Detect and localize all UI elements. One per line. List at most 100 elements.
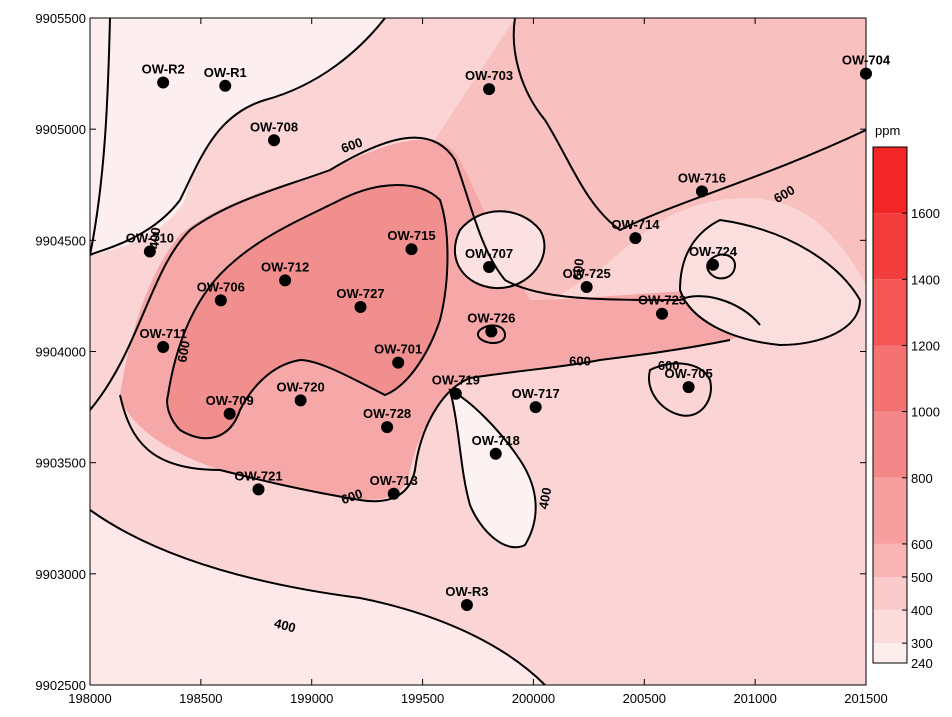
colorbar-tick-label: 1400 <box>911 272 940 287</box>
well-label: OW-701 <box>374 342 422 357</box>
well-label: OW-708 <box>250 119 298 134</box>
well-marker <box>656 307 669 320</box>
colorbar-tick-label: 300 <box>911 636 933 651</box>
well-marker <box>219 79 232 92</box>
y-tick-label: 9903500 <box>35 456 86 471</box>
well-marker <box>354 301 367 314</box>
colorbar-swatch <box>873 610 907 644</box>
well-label: OW-718 <box>472 433 520 448</box>
well-markers: OW-R2 OW-R1 OW-703 OW-704 OW-708 OW-716 OW-710… <box>126 53 891 611</box>
well-marker <box>580 281 593 294</box>
well-label: OW-704 <box>842 53 891 68</box>
contour-label: 600 <box>569 353 591 368</box>
well-marker <box>252 483 265 496</box>
well-label: OW-707 <box>465 246 513 261</box>
contour-line-layer <box>90 18 866 685</box>
well-marker <box>682 381 695 394</box>
x-tick-label: 199500 <box>401 691 444 706</box>
x-tick-label: 200000 <box>512 691 555 706</box>
well-label: OW-715 <box>387 228 435 243</box>
contour-label: 400 <box>146 227 163 250</box>
contour-label: 600 <box>339 486 365 508</box>
well-marker <box>392 356 405 369</box>
contour-label-group: 400 <box>146 227 163 250</box>
well-label: OW-723 <box>638 293 686 308</box>
well-label: OW-706 <box>197 279 245 294</box>
y-tick-label: 9904500 <box>35 233 86 248</box>
well-label: OW-720 <box>277 379 325 394</box>
well-label: OW-R2 <box>142 61 185 76</box>
colorbar-tick-label: 240 <box>911 656 933 671</box>
colorbar-unit: ppm <box>875 123 900 138</box>
colorbar-swatch <box>873 279 907 346</box>
well-label: OW-717 <box>512 386 560 401</box>
well-label: OW-713 <box>370 473 418 488</box>
contour-line <box>678 218 862 347</box>
well-marker <box>157 341 170 354</box>
contour-line <box>119 339 731 503</box>
colorbar-tick-label: 500 <box>911 570 933 585</box>
contour-line <box>706 253 737 280</box>
contour-label: 600 <box>570 258 587 281</box>
colorbar-swatch <box>873 477 907 544</box>
well-marker <box>223 407 236 420</box>
well-label: OW-703 <box>465 68 513 83</box>
colorbar-ticks: 240 300 400 500 600 800 1000 1200 1400 1600 <box>902 206 940 671</box>
contour-label-group: 400 <box>536 486 555 510</box>
y-tick-label: 9904000 <box>35 345 86 360</box>
y-tick-label: 9905000 <box>35 122 86 137</box>
well-marker <box>405 243 418 256</box>
x-tick-label: 198000 <box>68 691 111 706</box>
y-tick-label: 9905500 <box>35 11 86 26</box>
contour-label-group: 600 <box>658 358 680 373</box>
colorbar-frame <box>872 146 908 664</box>
zone-low-707 <box>454 211 545 289</box>
well-marker <box>529 401 542 414</box>
y-tick-label: 9903000 <box>35 567 86 582</box>
contour-line <box>90 136 761 411</box>
well-marker <box>707 258 720 271</box>
colorbar-swatch <box>873 577 907 611</box>
well-marker <box>143 245 156 258</box>
well-label: OW-712 <box>261 259 309 274</box>
well-label: OW-719 <box>432 373 480 388</box>
well-label: OW-721 <box>234 468 282 483</box>
contour-label-group: 600 <box>339 486 365 508</box>
well-label: OW-711 <box>139 326 186 341</box>
x-tick-label: 200500 <box>623 691 666 706</box>
well-marker <box>860 67 872 80</box>
well-marker <box>629 232 642 245</box>
contour-label: 400 <box>536 486 555 510</box>
well-label: OW-727 <box>336 286 384 301</box>
well-marker <box>381 421 394 434</box>
well-label: OW-709 <box>206 393 254 408</box>
x-tick-label: 201500 <box>844 691 887 706</box>
well-label: OW-724 <box>689 244 738 259</box>
y-axis-ticks: 9902500 9903000 9903500 9904000 9904500 99050… <box>35 11 866 693</box>
colorbar-tick-label: 400 <box>911 603 933 618</box>
contour-label: 400 <box>273 615 298 635</box>
well-marker <box>157 76 170 89</box>
contour-line <box>454 210 546 290</box>
well-marker <box>449 387 462 400</box>
well-label: OW-714 <box>611 217 660 232</box>
contour-label-group: 600 <box>174 340 193 364</box>
contour-label-group: 600 <box>569 353 591 368</box>
axes: 198000 198500 199000 199500 200000 200500 2010… <box>35 11 887 706</box>
colorbar-tick-label: 800 <box>911 471 933 486</box>
well-marker <box>483 83 496 96</box>
contour-line <box>512 18 866 232</box>
contour-line <box>648 362 712 417</box>
well-label: OW-725 <box>563 266 611 281</box>
x-axis-ticks: 198000 198500 199000 199500 200000 200500 2010… <box>68 18 888 706</box>
colorbar-tick-label: 1000 <box>911 405 940 420</box>
colorbar-swatch <box>873 411 907 478</box>
well-marker <box>214 294 227 307</box>
contour-label-group: 600 <box>339 134 365 156</box>
colorbar: ppm 240 300 400 500 600 800 1000 1200 1400 1600 <box>872 123 940 671</box>
colorbar-swatch <box>873 643 907 663</box>
x-tick-label: 198500 <box>179 691 222 706</box>
well-marker <box>695 185 708 198</box>
well-marker <box>483 261 496 274</box>
